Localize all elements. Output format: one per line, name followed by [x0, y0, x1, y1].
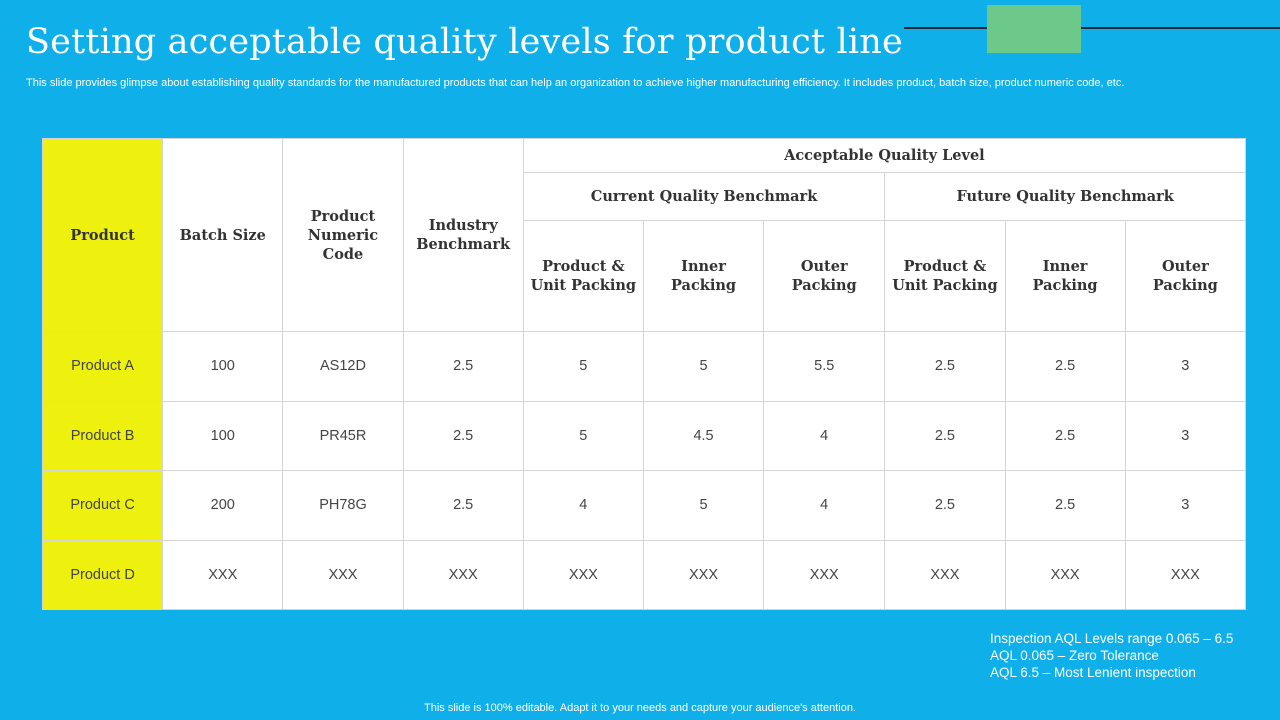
- slide-footer: This slide is 100% editable. Adapt it to…: [424, 702, 856, 714]
- header-future-inner-packing: Inner Packing: [1004, 220, 1126, 332]
- header-future-product-unit-packing: Product & Unit Packing: [884, 220, 1006, 332]
- header-row-3: Product & Unit Packing Inner Packing Out…: [43, 220, 1247, 332]
- cell-batch-size: 100: [162, 400, 284, 471]
- slide-title: Setting acceptable quality levels for pr…: [26, 22, 903, 62]
- cell-future-product-unit: 2.5: [884, 331, 1006, 402]
- cell-numeric-code: XXX: [282, 539, 404, 610]
- table-row: Product A 100 AS12D 2.5 5 5 5.5 2.5 2.5 …: [41, 331, 1247, 402]
- decorative-box: [987, 5, 1081, 53]
- cell-batch-size: 200: [162, 470, 284, 541]
- cell-industry-benchmark: XXX: [402, 539, 524, 610]
- header-product: Product: [41, 138, 164, 332]
- cell-industry-benchmark: 2.5: [402, 331, 524, 402]
- cell-current-outer: 4: [763, 400, 886, 471]
- table-row: Product B 100 PR45R 2.5 5 4.5 4 2.5 2.5 …: [41, 400, 1247, 471]
- cell-future-inner: XXX: [1004, 539, 1126, 610]
- cell-future-product-unit: 2.5: [884, 470, 1006, 541]
- cell-future-outer: 3: [1124, 400, 1247, 471]
- cell-current-inner: 5: [642, 470, 765, 541]
- slide-subtitle: This slide provides glimpse about establ…: [26, 77, 1125, 89]
- header-industry-benchmark: Industry Benchmark: [402, 138, 524, 332]
- cell-product: Product B: [41, 400, 164, 471]
- cell-batch-size: XXX: [162, 539, 284, 610]
- cell-current-product-unit: 4: [522, 470, 644, 541]
- header-current-benchmark: Current Quality Benchmark: [522, 172, 886, 221]
- cell-current-outer: 4: [763, 470, 886, 541]
- header-future-outer-packing: Outer Packing: [1124, 220, 1247, 332]
- cell-product: Product A: [41, 331, 164, 402]
- cell-current-inner: XXX: [642, 539, 765, 610]
- cell-product: Product C: [41, 470, 164, 541]
- table-row: Product D XXX XXX XXX XXX XXX XXX XXX XX…: [41, 539, 1247, 610]
- aql-table: Product Batch Size Product Numeric Code …: [41, 138, 1247, 610]
- cell-future-inner: 2.5: [1004, 331, 1126, 402]
- cell-current-product-unit: 5: [522, 400, 644, 471]
- header-row-2: Current Quality Benchmark Future Quality…: [43, 172, 1246, 221]
- aql-notes: Inspection AQL Levels range 0.065 – 6.5 …: [990, 630, 1233, 681]
- cell-numeric-code: AS12D: [282, 331, 404, 402]
- cell-numeric-code: PH78G: [282, 470, 404, 541]
- cell-future-inner: 2.5: [1004, 400, 1126, 471]
- note-zero-tolerance: AQL 0.065 – Zero Tolerance: [990, 648, 1159, 663]
- header-current-product-unit-packing: Product & Unit Packing: [522, 220, 644, 332]
- note-aql-range: Inspection AQL Levels range 0.065 – 6.5: [990, 631, 1234, 646]
- header-current-outer-packing: Outer Packing: [763, 220, 886, 332]
- cell-future-outer: 3: [1124, 470, 1247, 541]
- cell-current-inner: 4.5: [642, 400, 765, 471]
- cell-future-product-unit: 2.5: [884, 400, 1006, 471]
- cell-future-outer: 3: [1124, 331, 1247, 402]
- cell-current-outer: 5.5: [763, 331, 886, 402]
- cell-industry-benchmark: 2.5: [402, 470, 524, 541]
- table-row: Product C 200 PH78G 2.5 4 5 4 2.5 2.5 3: [41, 470, 1247, 541]
- cell-current-product-unit: XXX: [522, 539, 644, 610]
- header-aql: Acceptable Quality Level: [522, 138, 1247, 173]
- decorative-line: [904, 27, 1280, 29]
- header-row-1: Product Batch Size Product Numeric Code …: [41, 138, 1247, 332]
- cell-current-outer: XXX: [763, 539, 886, 610]
- cell-future-outer: XXX: [1124, 539, 1247, 610]
- header-numeric-code: Product Numeric Code: [282, 138, 404, 332]
- header-current-inner-packing: Inner Packing: [642, 220, 765, 332]
- header-batch-size: Batch Size: [162, 138, 284, 332]
- cell-current-inner: 5: [642, 331, 765, 402]
- cell-future-inner: 2.5: [1004, 470, 1126, 541]
- cell-future-product-unit: XXX: [884, 539, 1006, 610]
- note-lenient-inspection: AQL 6.5 – Most Lenient inspection: [990, 665, 1196, 680]
- cell-industry-benchmark: 2.5: [402, 400, 524, 471]
- header-future-benchmark: Future Quality Benchmark: [884, 172, 1246, 221]
- cell-current-product-unit: 5: [522, 331, 644, 402]
- cell-product: Product D: [41, 539, 164, 610]
- cell-batch-size: 100: [162, 331, 284, 402]
- cell-numeric-code: PR45R: [282, 400, 404, 471]
